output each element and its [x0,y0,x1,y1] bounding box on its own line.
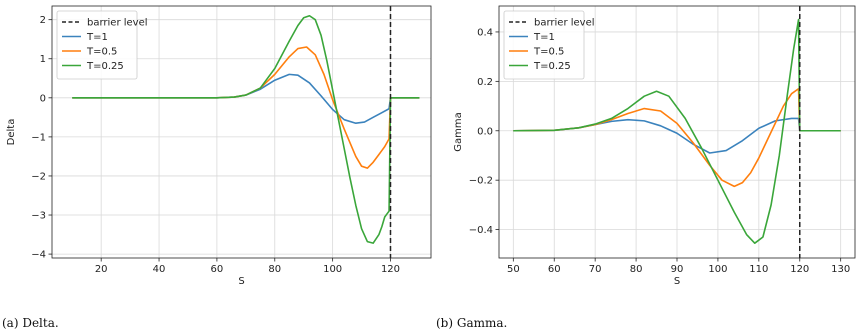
x-axis-label: S [238,276,244,287]
legend-label-barrier-level: barrier level [534,18,595,29]
legend-label-t-0-5: T=0.5 [533,47,564,58]
y-tick-label-0: 0.0 [477,126,493,137]
plot-frame [51,5,432,259]
x-axis-label: S [674,276,680,287]
x-tick-label-130: 130 [831,264,850,275]
caption-delta: (a) Delta. [2,316,59,330]
series-line-t-0-25 [72,14,420,244]
legend-box [56,10,138,80]
x-tick-label-110: 110 [749,264,768,275]
y-tick-label-4: −4 [31,250,46,261]
x-tick-label-120: 120 [381,264,400,275]
legend-label-t-1: T=1 [86,32,108,43]
x-tick-label-50: 50 [507,264,520,275]
y-tick-label-0-2: −0.2 [469,176,493,187]
y-tick-label-1: 1 [40,54,46,65]
legend-label-t-1: T=1 [533,32,555,43]
x-tick-label-90: 90 [671,264,684,275]
legend-box [503,10,585,80]
legend-label-t-0-5: T=0.5 [86,47,117,58]
x-tick-label-120: 120 [790,264,809,275]
series-line-t-1 [72,73,420,125]
x-tick-label-60: 60 [211,264,224,275]
y-tick-label-0-4: −0.4 [469,225,493,236]
y-axis-label: Delta [6,119,17,146]
y-tick-label-1: −1 [31,132,46,143]
x-tick-label-80: 80 [268,264,281,275]
gamma-chart: 50 60 70 80 90 100 110 120 130 −0.4 −0.2 0.0 0.2 0.4 S… [453,5,856,287]
y-tick-label-0-4: 0.4 [477,27,493,38]
y-axis-label: Gamma [453,112,464,152]
x-tick-label-60: 60 [548,264,561,275]
caption-gamma: (b) Gamma. [436,316,507,330]
x-tick-label-40: 40 [153,264,166,275]
y-tick-label-2: 2 [40,15,46,26]
y-tick-label-0-2: 0.2 [477,77,493,88]
plot-frame [498,5,856,259]
x-tick-label-100: 100 [323,264,342,275]
x-tick-label-20: 20 [95,264,108,275]
x-tick-label-70: 70 [589,264,602,275]
legend-label-barrier-level: barrier level [87,18,148,29]
x-tick-label-100: 100 [708,264,727,275]
legend-label-t-0-25: T=0.25 [533,61,571,72]
delta-chart: 20 40 60 80 100 120 −4 −3 −2 −1 0 1 2 S Delta barrier l… [6,5,432,287]
x-tick-label-80: 80 [630,264,643,275]
series-line-t-0-25 [513,18,841,244]
legend-label-t-0-25: T=0.25 [86,61,124,72]
y-tick-label-0: 0 [40,93,46,104]
y-tick-label-2: −2 [31,171,46,182]
y-tick-label-3: −3 [31,211,46,222]
